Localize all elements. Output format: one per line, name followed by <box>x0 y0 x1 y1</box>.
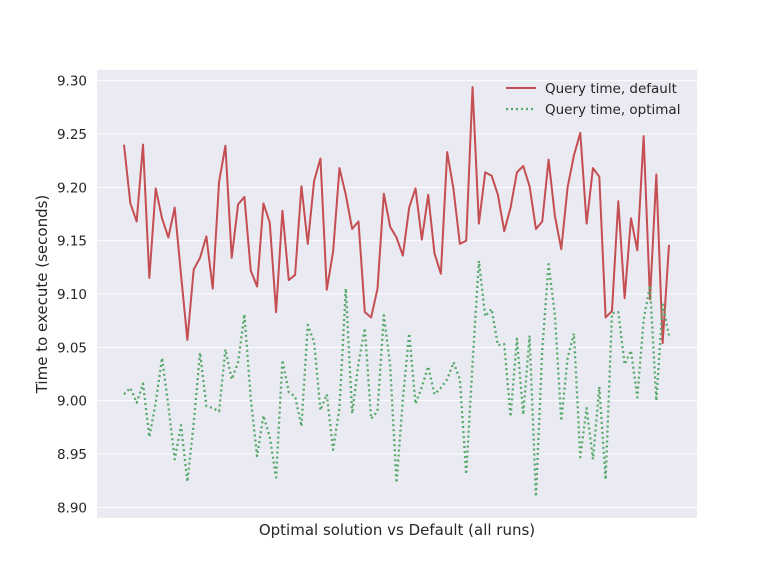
y-tick-label: 9.30 <box>57 74 87 90</box>
series-layer <box>123 86 671 498</box>
y-axis: 8.90 8.95 9.00 9.05 9.10 9.15 9.20 9.25 9.30 <box>57 74 87 517</box>
legend: Query time, default Query time, optimal <box>506 81 680 118</box>
y-tick-label: 9.15 <box>57 234 87 250</box>
y-tick-label: 9.00 <box>57 394 87 410</box>
y-tick-label: 9.10 <box>57 287 87 303</box>
y-tick-label: 9.20 <box>57 180 87 196</box>
legend-label-default: Query time, default <box>545 81 677 97</box>
y-tick-label: 9.25 <box>57 127 87 143</box>
y-tick-label: 8.95 <box>57 447 87 463</box>
series-line-default <box>123 86 670 345</box>
x-axis-label: Optimal solution vs Default (all runs) <box>259 521 535 539</box>
y-tick-label: 8.90 <box>57 500 87 516</box>
series-line-optimal <box>123 259 671 498</box>
y-tick-label: 9.05 <box>57 340 87 356</box>
legend-label-optimal: Query time, optimal <box>545 102 680 118</box>
y-axis-label: Time to execute (seconds) <box>33 195 51 395</box>
